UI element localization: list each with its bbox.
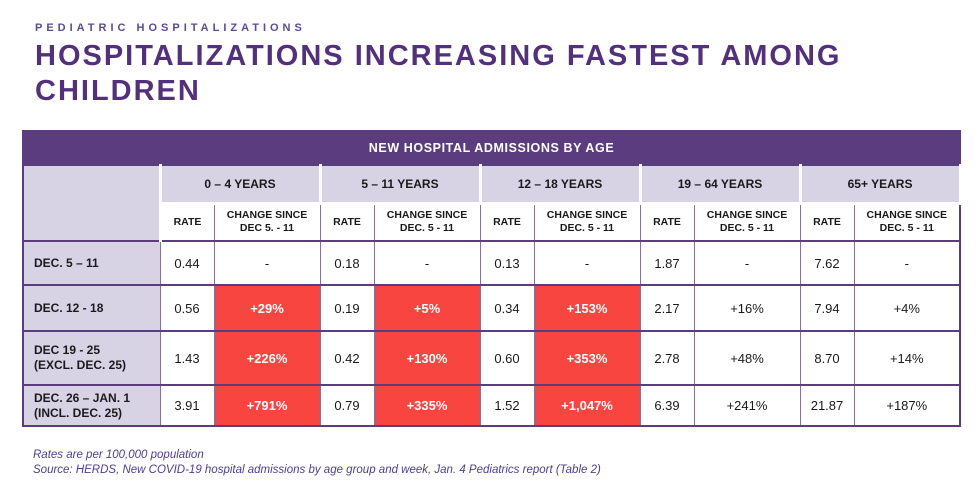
table-row: DEC. 26 – JAN. 1 (INCL. DEC. 25) 3.91 +7…	[22, 384, 961, 427]
rate-cell: 0.19	[319, 284, 375, 332]
rate-header: RATE	[319, 202, 375, 242]
row-label-line1: DEC. 5 – 11	[34, 255, 99, 270]
change-cell: +16%	[693, 284, 801, 332]
row-label-line1: DEC. 26 – JAN. 1	[34, 390, 131, 405]
change-cell-highlight: +5%	[373, 284, 481, 332]
col-group-12-18-years: 12 – 18 YEARS	[478, 164, 642, 205]
footnote-source: Source: HERDS, New COVID-19 hospital adm…	[33, 464, 601, 476]
change-cell: +187%	[853, 384, 961, 427]
rate-cell: 0.34	[479, 284, 535, 332]
col-group-19-64-years: 19 – 64 YEARS	[638, 164, 802, 205]
change-cell: -	[533, 240, 641, 286]
row-label: DEC. 12 - 18	[22, 284, 161, 332]
rate-cell: 8.70	[799, 330, 855, 386]
change-cell: +14%	[853, 330, 961, 386]
col-group-65plus-years: 65+ YEARS	[798, 164, 962, 205]
change-header: CHANGE SINCE DEC. 5 - 11	[373, 202, 481, 242]
row-label-line1: DEC 19 - 25	[34, 343, 101, 357]
rate-header: RATE	[479, 202, 535, 242]
rate-cell: 1.52	[479, 384, 535, 427]
rate-header: RATE	[799, 202, 855, 242]
rate-header: RATE	[159, 202, 215, 242]
table-row: DEC 19 - 25 (EXCL. DEC. 25) 1.43 +226% 0…	[22, 330, 961, 386]
rate-cell: 0.13	[479, 240, 535, 286]
rate-cell: 2.17	[639, 284, 695, 332]
rate-cell: 0.56	[159, 284, 215, 332]
row-label: DEC. 26 – JAN. 1 (INCL. DEC. 25)	[22, 384, 161, 427]
slide: PEDIATRIC HOSPITALIZATIONS HOSPITALIZATI…	[0, 22, 980, 496]
row-label: DEC. 5 – 11	[22, 240, 161, 286]
rate-cell: 0.79	[319, 384, 375, 427]
change-cell: +4%	[853, 284, 961, 332]
change-cell: -	[213, 240, 321, 286]
admissions-by-age-table: NEW HOSPITAL ADMISSIONS BY AGE 0 – 4 YEA…	[21, 130, 962, 427]
rate-cell: 1.43	[159, 330, 215, 386]
table-title: NEW HOSPITAL ADMISSIONS BY AGE	[21, 130, 962, 166]
footnote-rates: Rates are per 100,000 population	[33, 449, 204, 461]
row-label-line2: (EXCL. DEC. 25)	[34, 358, 127, 372]
rate-cell: 7.62	[799, 240, 855, 286]
row-label-line1: DEC. 12 - 18	[34, 300, 104, 315]
corner-cell	[22, 164, 162, 242]
rate-cell: 1.87	[639, 240, 695, 286]
rate-header: RATE	[639, 202, 695, 242]
slide-eyebrow: PEDIATRIC HOSPITALIZATIONS	[35, 22, 306, 34]
rate-cell: 6.39	[639, 384, 695, 427]
change-header: CHANGE SINCE DEC. 5 - 11	[853, 202, 961, 242]
change-cell: -	[853, 240, 961, 286]
rate-cell: 7.94	[799, 284, 855, 332]
change-cell-highlight: +226%	[213, 330, 321, 386]
rate-cell: 3.91	[159, 384, 215, 427]
rate-cell: 2.78	[639, 330, 695, 386]
rate-cell: 0.60	[479, 330, 535, 386]
table-row: DEC. 12 - 18 0.56 +29% 0.19 +5% 0.34 +15…	[22, 284, 961, 332]
row-label: DEC 19 - 25 (EXCL. DEC. 25)	[22, 330, 161, 386]
rate-cell: 0.18	[319, 240, 375, 286]
change-cell-highlight: +153%	[533, 284, 641, 332]
col-group-5-11-years: 5 – 11 YEARS	[318, 164, 482, 205]
change-cell-highlight: +130%	[373, 330, 481, 386]
change-cell: +48%	[693, 330, 801, 386]
table-row: DEC. 5 – 11 0.44 - 0.18 - 0.13 - 1.87 - …	[22, 240, 961, 286]
change-cell-highlight: +1,047%	[533, 384, 641, 427]
footnotes: Rates are per 100,000 population Source:…	[33, 448, 980, 478]
change-header: CHANGE SINCE DEC 5. - 11	[213, 202, 321, 242]
change-cell: -	[693, 240, 801, 286]
change-cell-highlight: +791%	[213, 384, 321, 427]
change-cell-highlight: +353%	[533, 330, 641, 386]
change-header: CHANGE SINCE DEC. 5 - 11	[693, 202, 801, 242]
rate-cell: 0.42	[319, 330, 375, 386]
change-cell-highlight: +335%	[373, 384, 481, 427]
rate-cell: 0.44	[159, 240, 215, 286]
change-cell-highlight: +29%	[213, 284, 321, 332]
rate-cell: 21.87	[799, 384, 855, 427]
page-title: HOSPITALIZATIONS INCREASING FASTEST AMON…	[35, 40, 842, 107]
change-cell: +241%	[693, 384, 801, 427]
row-label-line2: (INCL. DEC. 25)	[34, 405, 123, 420]
change-cell: -	[373, 240, 481, 286]
col-group-0-4-years: 0 – 4 YEARS	[158, 164, 322, 205]
change-header: CHANGE SINCE DEC. 5 - 11	[533, 202, 641, 242]
